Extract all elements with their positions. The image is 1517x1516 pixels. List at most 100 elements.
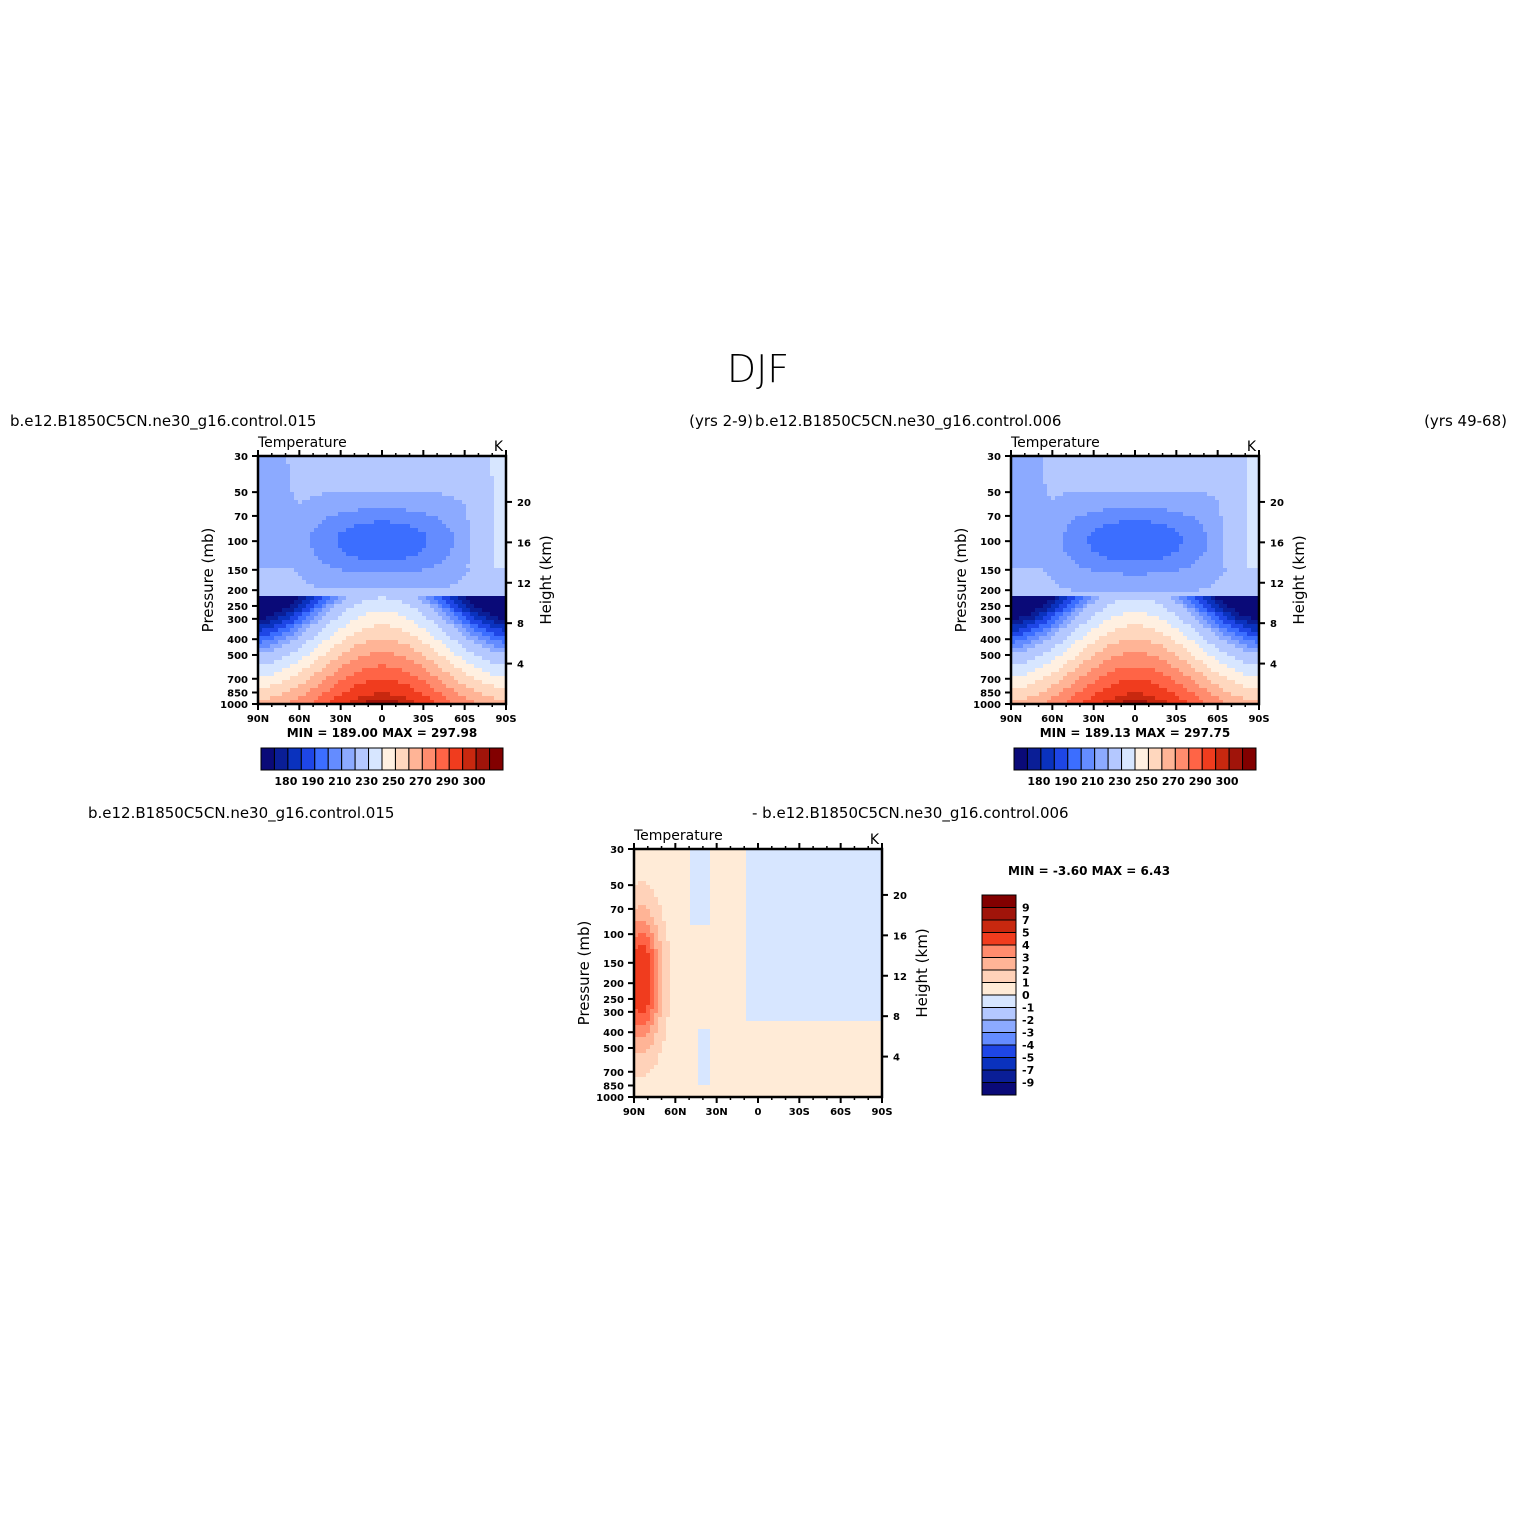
contour-cell <box>1011 552 1016 557</box>
contour-cell <box>1023 516 1028 521</box>
contour-cell <box>502 648 507 653</box>
contour-cell <box>486 472 491 477</box>
contour-cell <box>326 536 331 541</box>
contour-cell <box>478 648 483 653</box>
contour-cell <box>1059 556 1064 561</box>
y-tick-label: 300 <box>227 615 248 626</box>
contour-cell <box>498 480 503 485</box>
contour-cell <box>430 628 435 633</box>
contour-cell <box>482 668 487 673</box>
contour-cell <box>278 520 283 525</box>
contour-cell <box>330 664 335 669</box>
contour-cell <box>422 552 427 557</box>
contour-cell <box>1067 628 1072 633</box>
contour-cell <box>1019 480 1024 485</box>
contour-cell <box>502 572 507 577</box>
contour-cell <box>1047 552 1052 557</box>
contour-cell <box>374 680 379 685</box>
contour-cell <box>422 584 427 589</box>
contour-cell <box>462 520 467 525</box>
contour-cell <box>334 692 339 697</box>
contour-cell <box>354 664 359 669</box>
contour-cell <box>494 608 499 613</box>
contour-cell <box>266 572 271 577</box>
contour-cell <box>390 688 395 693</box>
contour-cell <box>382 656 387 661</box>
contour-cell <box>490 660 495 665</box>
contour-cell <box>282 496 287 501</box>
contour-cell <box>1051 464 1056 469</box>
contour-cell <box>1035 508 1040 513</box>
contour-cell <box>462 604 467 609</box>
contour-cell <box>466 528 471 533</box>
contour-cell <box>274 480 279 485</box>
contour-cell <box>378 516 383 521</box>
contour-cell <box>310 520 315 525</box>
contour-cell <box>1075 564 1080 569</box>
contour-cell <box>290 676 295 681</box>
contour-cell <box>338 624 343 629</box>
contour-cell <box>382 676 387 681</box>
contour-cell <box>270 600 275 605</box>
contour-cell <box>326 572 331 577</box>
contour-cell <box>342 688 347 693</box>
contour-cell <box>406 668 411 673</box>
contour-cell <box>442 584 447 589</box>
contour-cell <box>342 616 347 621</box>
contour-cell <box>402 564 407 569</box>
contour-cell <box>438 548 443 553</box>
contour-cell <box>354 564 359 569</box>
contour-cell <box>358 548 363 553</box>
contour-cell <box>370 568 375 573</box>
contour-cell <box>290 528 295 533</box>
contour-cell <box>502 460 507 465</box>
contour-cell <box>270 656 275 661</box>
colorbar-label: 230 <box>355 775 378 788</box>
contour-cell <box>266 524 271 529</box>
contour-cell <box>414 612 419 617</box>
contour-cell <box>502 580 507 585</box>
contour-cell <box>370 692 375 697</box>
contour-cell <box>342 484 347 489</box>
contour-cell <box>1051 600 1056 605</box>
contour-cell <box>434 596 439 601</box>
contour-cell <box>262 564 267 569</box>
contour-cell <box>1047 568 1052 573</box>
contour-cell <box>386 552 391 557</box>
contour-cell <box>498 580 503 585</box>
contour-cell <box>442 604 447 609</box>
y2-axis-label: Height (km) <box>537 535 555 624</box>
contour-cell <box>426 652 431 657</box>
contour-cell <box>1019 484 1024 489</box>
contour-cell <box>374 668 379 673</box>
contour-cell <box>466 696 471 701</box>
contour-cell <box>270 468 275 473</box>
contour-cell <box>338 672 343 677</box>
contour-cell <box>474 640 479 645</box>
contour-cell <box>334 464 339 469</box>
contour-cell <box>326 692 331 697</box>
contour-cell <box>414 592 419 597</box>
contour-cell <box>330 512 335 517</box>
contour-cell <box>458 592 463 597</box>
contour-cell <box>278 540 283 545</box>
contour-cell <box>438 700 443 705</box>
contour-cell <box>478 568 483 573</box>
contour-cell <box>266 688 271 693</box>
contour-cell <box>498 516 503 521</box>
contour-cell <box>398 628 403 633</box>
contour-cell <box>270 636 275 641</box>
contour-cell <box>350 536 355 541</box>
contour-cell <box>502 628 507 633</box>
contour-cell <box>334 628 339 633</box>
contour-cell <box>458 472 463 477</box>
contour-cell <box>282 644 287 649</box>
contour-cell <box>1047 672 1052 677</box>
contour-cell <box>1035 692 1040 697</box>
contour-cell <box>454 496 459 501</box>
contour-cell <box>322 548 327 553</box>
contour-cell <box>442 560 447 565</box>
contour-cell <box>278 468 283 473</box>
contour-cell <box>374 512 379 517</box>
contour-cell <box>322 696 327 701</box>
